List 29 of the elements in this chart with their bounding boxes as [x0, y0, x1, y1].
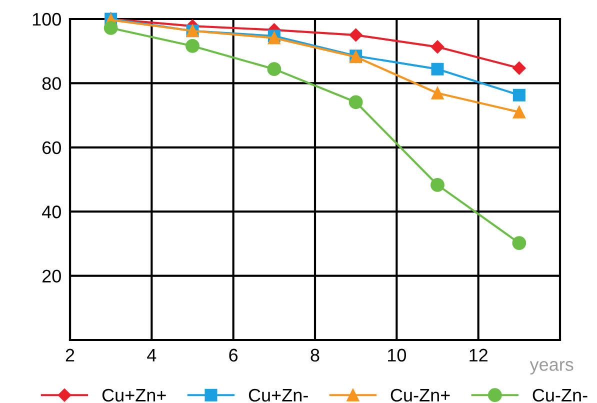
- legend-label: Cu+Zn+: [102, 388, 166, 402]
- point: [104, 21, 118, 35]
- x-axis-title: years: [530, 361, 574, 374]
- y-tick-label: 60: [42, 141, 61, 154]
- point: [512, 106, 526, 118]
- legend-label: Cu+Zn-: [248, 388, 308, 402]
- point: [512, 88, 526, 102]
- point: [512, 236, 526, 250]
- legend-label: Cu-Zn+: [390, 388, 450, 402]
- point: [349, 28, 362, 42]
- point: [431, 62, 444, 76]
- x-tick-label: 12: [470, 348, 488, 362]
- y-tick-label: 100: [32, 12, 61, 26]
- x-tick-label: 4: [147, 348, 156, 362]
- point: [186, 39, 200, 53]
- x-tick-label: 6: [229, 348, 238, 362]
- x-tick-label: 2: [66, 348, 74, 362]
- point: [431, 86, 444, 100]
- point: [348, 95, 363, 110]
- point: [430, 178, 444, 192]
- y-tick-label: 40: [42, 206, 61, 218]
- point: [267, 62, 282, 76]
- x-tick-label: 10: [388, 348, 406, 362]
- legend-label: Cu-Zn-: [532, 388, 588, 402]
- y-tick-label: 80: [42, 77, 61, 90]
- x-tick-label: 8: [310, 348, 320, 362]
- y-tick-label: 20: [42, 270, 61, 283]
- point: [430, 40, 444, 54]
- point: [512, 62, 526, 75]
